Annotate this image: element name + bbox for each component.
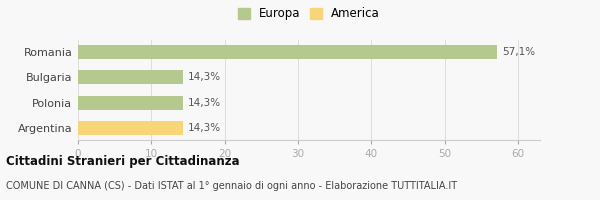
Bar	[78, 121, 183, 135]
Bar	[78, 96, 183, 110]
Text: 14,3%: 14,3%	[188, 98, 221, 108]
Bar	[78, 70, 183, 84]
Text: COMUNE DI CANNA (CS) - Dati ISTAT al 1° gennaio di ogni anno - Elaborazione TUTT: COMUNE DI CANNA (CS) - Dati ISTAT al 1° …	[6, 181, 457, 191]
Legend: Europa, America: Europa, America	[235, 4, 383, 24]
Text: Cittadini Stranieri per Cittadinanza: Cittadini Stranieri per Cittadinanza	[6, 155, 239, 168]
Bar	[78, 45, 497, 59]
Text: 14,3%: 14,3%	[188, 123, 221, 133]
Text: 14,3%: 14,3%	[188, 72, 221, 82]
Text: 57,1%: 57,1%	[502, 47, 535, 57]
